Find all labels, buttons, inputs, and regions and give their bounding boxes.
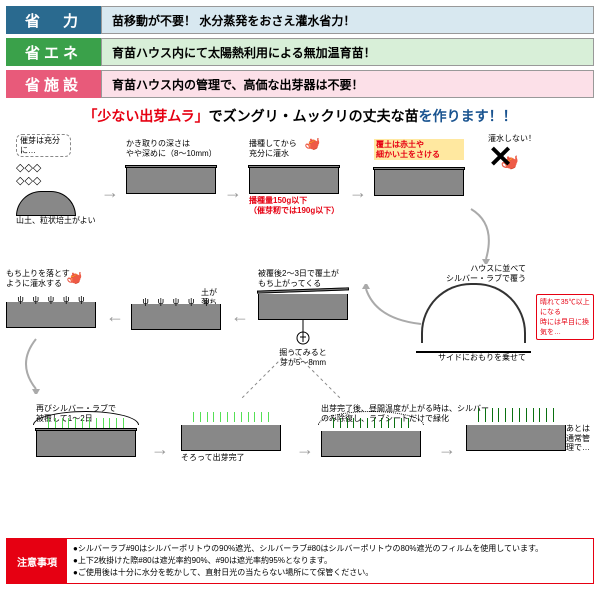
notes-body: ●シルバーラブ#90はシルバーポリトウの90%遮光、シルバーラブ#80はシルバー… xyxy=(67,539,593,583)
greenhouse-icon xyxy=(421,283,526,353)
root-detail-icon xyxy=(258,320,348,348)
banner-text-1: 苗移動が不要！ 水分蒸発をおさえ灌水省力！ xyxy=(101,6,594,34)
tray-icon xyxy=(126,168,216,194)
arrow-curve-icon xyxy=(356,284,426,334)
process-diagram: 催芽は充分に… ◇◇◇◇◇◇ 山土、粒状培土がよい → かき取りの深さは やや深… xyxy=(6,134,594,534)
tagline: 「少ない出芽ムラ」でズングリ・ムックリの丈夫な苗を作ります！！ xyxy=(6,106,594,126)
arrow-curve-icon xyxy=(16,334,56,394)
soil-mound-icon xyxy=(16,191,76,216)
dotted-link-icon xyxy=(231,349,351,404)
tray-sprouted-icon xyxy=(181,425,281,451)
tray-covered-icon xyxy=(36,431,136,457)
tray-sprouts-icon: ψψψψψ xyxy=(131,304,221,330)
banner-label-3: 省施設 xyxy=(6,70,101,98)
tray-icon xyxy=(374,170,464,196)
banner-row: 省エネ 育苗ハウス内にて太陽熱利用による無加温育苗！ xyxy=(6,38,594,66)
tray-mature-icon xyxy=(466,425,566,451)
seeds-icon: ◇◇◇◇◇◇ xyxy=(16,161,96,187)
tray-icon xyxy=(258,294,348,320)
banner-row: 省施設 育苗ハウス内の管理で、高価な出芽器は不要！ xyxy=(6,70,594,98)
arrow-curve-icon xyxy=(466,204,506,264)
banner-text-2: 育苗ハウス内にて太陽熱利用による無加温育苗！ xyxy=(101,38,594,66)
tray-icon xyxy=(249,168,339,194)
banner-row: 省 力 苗移動が不要！ 水分蒸発をおさえ灌水省力！ xyxy=(6,6,594,34)
cross-icon: ✕ xyxy=(488,140,513,175)
banner-label-2: 省エネ xyxy=(6,38,101,66)
notes-box: 注意事項 ●シルバーラブ#90はシルバーポリトウの90%遮光、シルバーラブ#80… xyxy=(6,538,594,584)
tray-green-icon xyxy=(321,431,421,457)
banner-text-3: 育苗ハウス内の管理で、高価な出芽器は不要！ xyxy=(101,70,594,98)
notes-label: 注意事項 xyxy=(7,539,67,583)
tray-sprouts-icon: ψψψψψ xyxy=(6,302,96,328)
banner-label-1: 省 力 xyxy=(6,6,101,34)
